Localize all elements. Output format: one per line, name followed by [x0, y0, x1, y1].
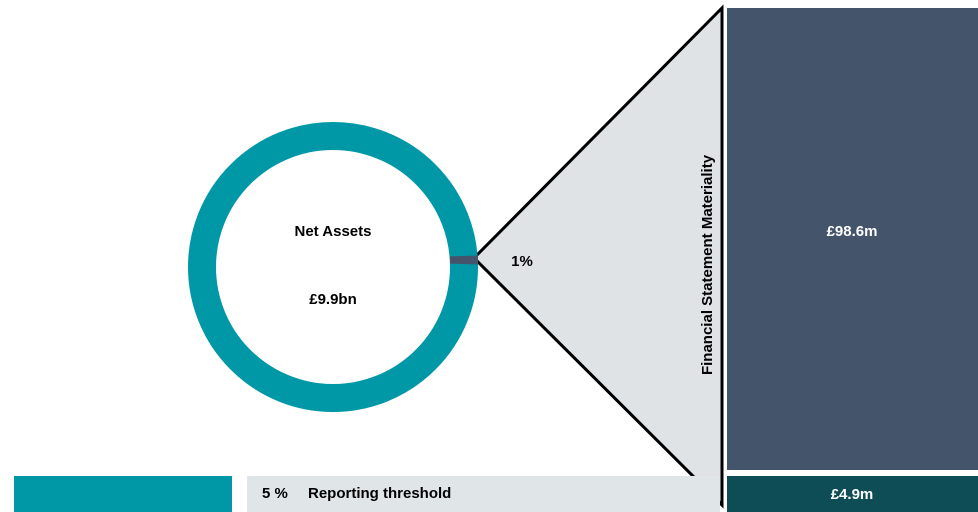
donut-ring: [188, 122, 478, 412]
materiality-title: Financial Statement Materiality: [699, 154, 716, 375]
materiality-amount: £98.6m: [827, 223, 878, 240]
threshold-label: Reporting threshold: [308, 485, 451, 502]
threshold-amount: £4.9m: [831, 486, 874, 503]
threshold-percent: 5 %: [262, 485, 288, 502]
threshold-box: [727, 476, 978, 512]
threshold-bar: [247, 476, 720, 512]
materiality-box: [727, 8, 978, 470]
segment-label: 1%: [511, 253, 533, 270]
donut-segment: [449, 255, 478, 265]
donut-title: Net Assets: [295, 223, 372, 240]
threshold-swatch: [14, 476, 232, 512]
donut-value: £9.9bn: [309, 291, 357, 308]
zoom-triangle: [471, 4, 724, 509]
